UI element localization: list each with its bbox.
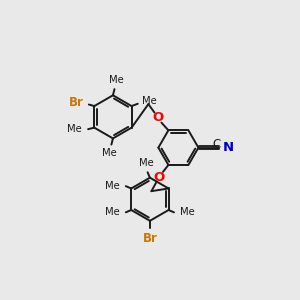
Text: Me: Me xyxy=(105,207,120,217)
Text: Me: Me xyxy=(67,124,82,134)
Text: O: O xyxy=(154,171,165,184)
Text: Br: Br xyxy=(142,232,157,244)
Text: Br: Br xyxy=(69,97,83,110)
Text: Me: Me xyxy=(103,148,117,158)
Text: C: C xyxy=(212,138,220,151)
Text: O: O xyxy=(152,112,163,124)
Text: Me: Me xyxy=(109,74,123,85)
Text: Me: Me xyxy=(139,158,153,168)
Text: Me: Me xyxy=(180,207,195,217)
Text: N: N xyxy=(222,141,233,154)
Text: Me: Me xyxy=(142,96,156,106)
Text: Me: Me xyxy=(105,181,120,191)
